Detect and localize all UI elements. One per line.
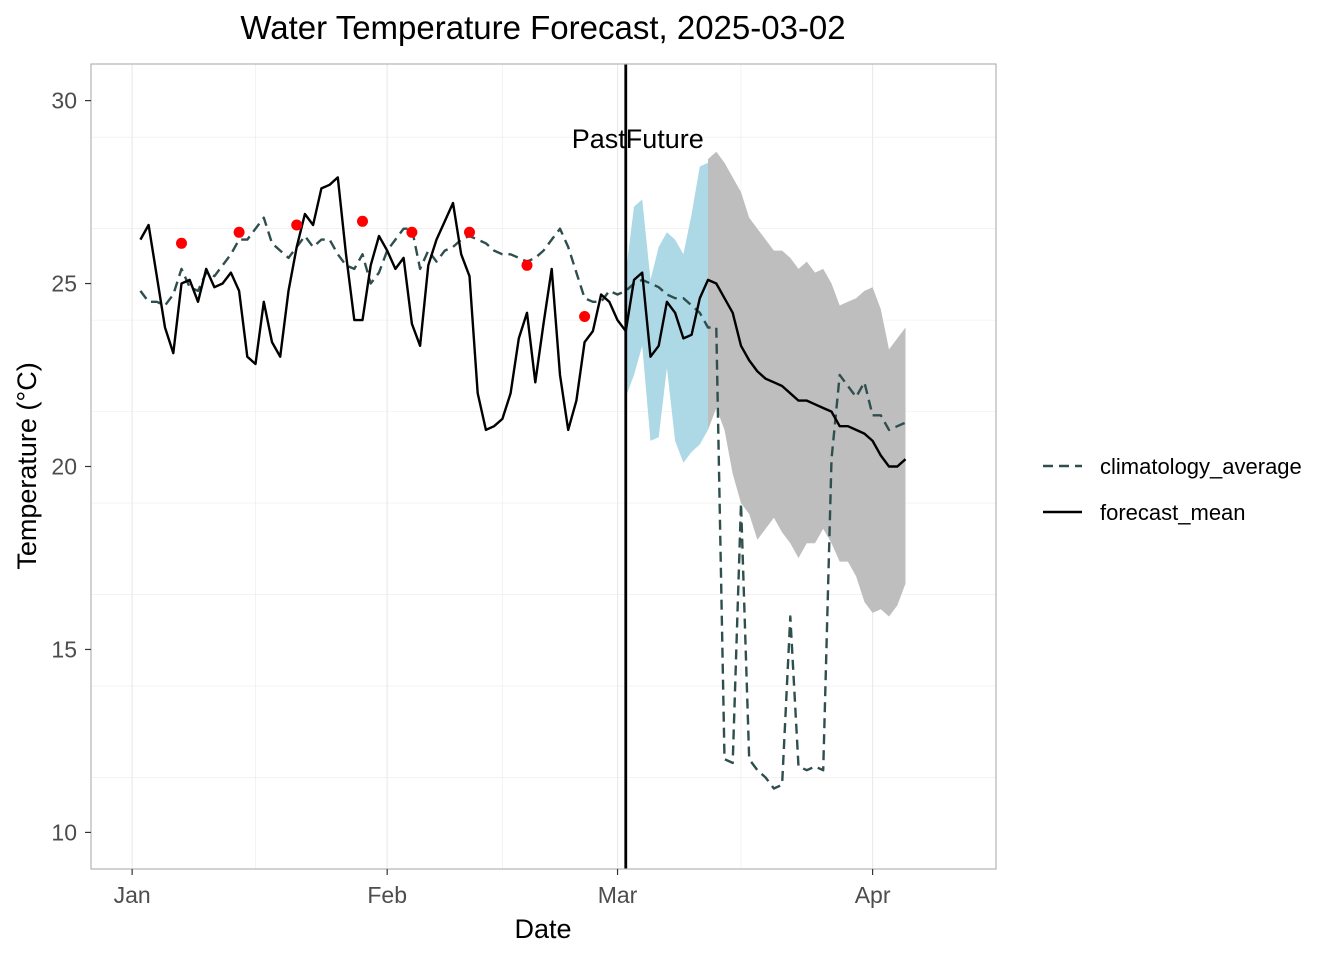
y-tick-label: 10 — [51, 819, 77, 845]
future-label: Future — [626, 124, 704, 154]
future-uncertainty-band — [708, 151, 906, 617]
chart-title: Water Temperature Forecast, 2025-03-02 — [240, 9, 845, 46]
y-tick-label: 15 — [51, 636, 77, 662]
x-axis-ticks: Jan Feb Mar Apr — [114, 869, 891, 908]
observation-point — [464, 226, 475, 238]
climatology-average-legend-label: climatology_average — [1100, 454, 1302, 479]
y-tick-label: 30 — [51, 88, 77, 114]
observation-point — [176, 237, 187, 249]
x-tick-label: Mar — [598, 882, 638, 908]
y-tick-label: 25 — [51, 271, 77, 297]
x-tick-label: Feb — [367, 882, 407, 908]
x-axis-title: Date — [514, 914, 571, 944]
past-uncertainty-band — [625, 162, 708, 463]
observation-point — [579, 311, 591, 322]
observation-point — [521, 259, 533, 271]
forecast-mean-line — [139, 176, 907, 468]
uncertainty-bands — [625, 151, 906, 617]
legend: climatology_average forecast_mean — [1043, 454, 1302, 525]
past-label: Past — [572, 124, 627, 154]
y-axis-title: Temperature (°C) — [12, 362, 42, 569]
x-tick-label: Jan — [114, 882, 151, 908]
forecast-mean-legend-label: forecast_mean — [1100, 500, 1246, 525]
series-lines — [139, 176, 907, 790]
observation-point — [357, 215, 368, 227]
x-tick-label: Apr — [855, 882, 891, 908]
y-axis-ticks: 10 15 20 25 30 — [51, 88, 91, 845]
observation-points — [176, 215, 591, 322]
observation-point — [291, 219, 303, 231]
y-tick-label: 20 — [51, 454, 77, 480]
plot-panel: Past Future — [90, 63, 997, 870]
observation-point — [233, 226, 245, 238]
climatology-average-line — [139, 216, 906, 790]
reference-line-group: Past Future — [572, 64, 704, 869]
observation-point — [406, 226, 418, 238]
